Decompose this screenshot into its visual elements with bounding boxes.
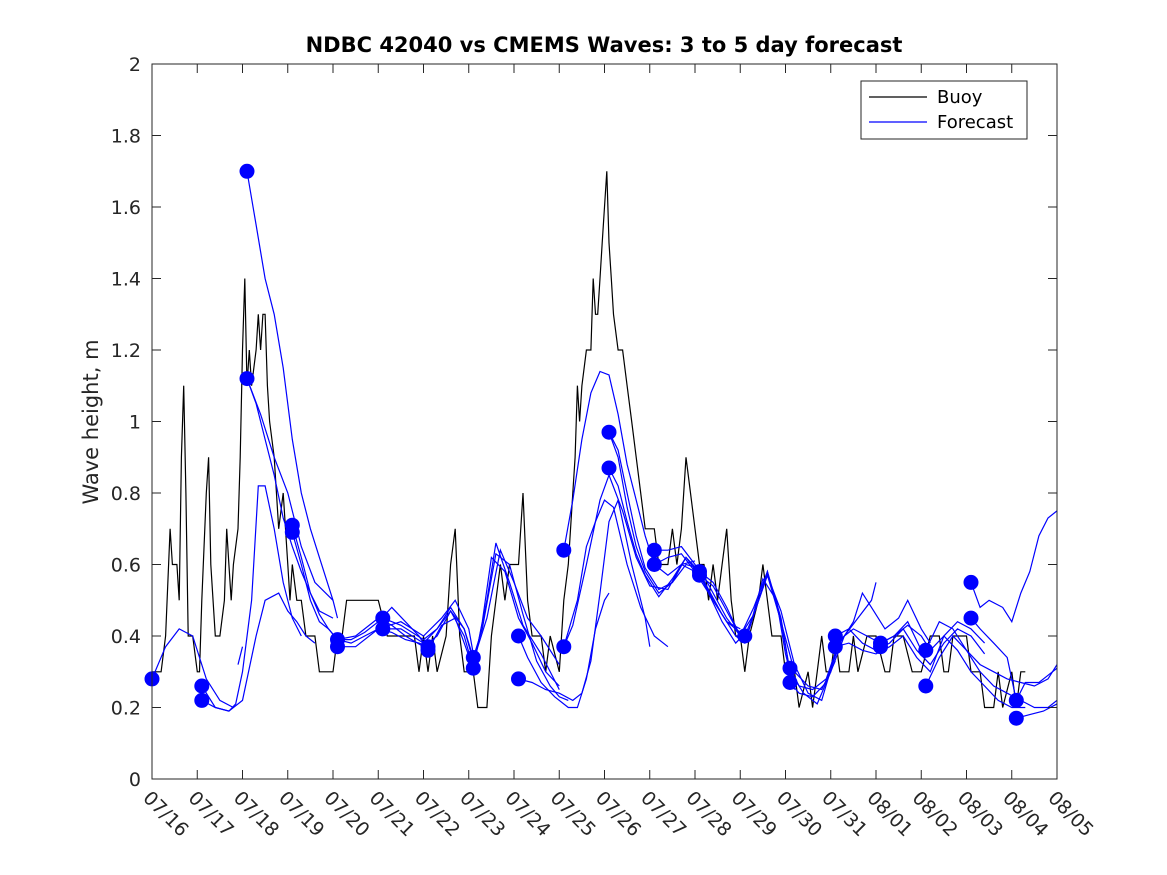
forecast-start-marker-38 bbox=[1008, 710, 1024, 726]
forecast-start-marker-18 bbox=[556, 542, 572, 558]
forecast-start-marker-27 bbox=[782, 660, 798, 676]
y-tick-label: 0.4 bbox=[111, 626, 141, 648]
forecast-series-line-35 bbox=[925, 635, 1057, 709]
forecast-series-line-1 bbox=[152, 628, 234, 709]
forecast-series-line-34 bbox=[925, 620, 1057, 687]
forecast-series-line-28 bbox=[744, 573, 877, 705]
forecast-start-marker-33 bbox=[918, 642, 934, 658]
y-tick-label: 0.6 bbox=[111, 555, 141, 577]
forecast-start-marker-20 bbox=[601, 424, 617, 440]
forecast-start-marker-4 bbox=[239, 163, 255, 179]
forecast-start-marker-15 bbox=[465, 660, 481, 676]
forecast-start-marker-9 bbox=[330, 639, 345, 655]
forecast-series-line-11 bbox=[337, 599, 474, 655]
forecast-start-marker-37 bbox=[1008, 692, 1024, 708]
forecast-start-marker-25 bbox=[692, 567, 707, 583]
forecast-start-marker-22 bbox=[646, 542, 662, 558]
forecast-series-line-27 bbox=[699, 569, 836, 691]
forecast-series-line-19 bbox=[563, 370, 696, 576]
forecast-start-marker-11 bbox=[375, 621, 391, 637]
forecast-series-line-7 bbox=[246, 378, 334, 601]
forecast-series-line-30 bbox=[789, 591, 931, 698]
forecast-series-line-23 bbox=[608, 467, 741, 633]
chart-title: NDBC 42040 vs CMEMS Waves: 3 to 5 day fo… bbox=[306, 33, 903, 57]
forecast-start-marker-36 bbox=[963, 610, 979, 626]
legend-label-buoy: Buoy bbox=[937, 87, 983, 108]
forecast-series-line-9 bbox=[291, 532, 429, 651]
forecast-series-line-33 bbox=[880, 620, 1026, 709]
y-tick-label: 0.2 bbox=[111, 698, 141, 720]
forecast-start-marker-2 bbox=[194, 678, 210, 694]
forecast-series-line-32 bbox=[835, 620, 986, 673]
forecast-series-line-5 bbox=[246, 171, 339, 619]
forecast-series-line-10 bbox=[337, 609, 474, 658]
forecast-start-marker-5 bbox=[239, 371, 255, 387]
forecast-series-line-15 bbox=[472, 552, 569, 701]
y-tick-label: 2 bbox=[129, 54, 141, 76]
forecast-start-marker-17 bbox=[511, 671, 526, 687]
forecast-start-marker-3 bbox=[194, 692, 210, 708]
forecast-series-line-14 bbox=[427, 556, 560, 687]
y-tick-label: 1.4 bbox=[111, 269, 141, 291]
forecast-start-marker-7 bbox=[284, 524, 300, 540]
forecast-series-line-17 bbox=[518, 498, 651, 702]
y-tick-label: 1.6 bbox=[111, 197, 141, 219]
y-tick-label: 1 bbox=[129, 412, 141, 434]
forecast-start-marker-16 bbox=[511, 628, 526, 644]
forecast-start-marker-32 bbox=[873, 639, 888, 655]
forecast-start-marker-19 bbox=[556, 639, 572, 655]
y-axis-label: Wave height, m bbox=[79, 339, 103, 504]
forecast-series-line-31 bbox=[835, 627, 986, 666]
forecast-series-line-36 bbox=[970, 510, 1057, 624]
forecast-start-marker-21 bbox=[601, 460, 617, 476]
forecast-series-line-16 bbox=[517, 592, 610, 709]
y-tick-label: 1.8 bbox=[111, 126, 141, 148]
y-tick-label: 0.8 bbox=[111, 483, 141, 505]
forecast-start-marker-35 bbox=[963, 574, 979, 590]
legend: Buoy Forecast bbox=[860, 80, 1028, 140]
legend-label-forecast: Forecast bbox=[937, 112, 1013, 133]
forecast-start-marker-30 bbox=[827, 639, 843, 655]
forecast-series-line-18 bbox=[563, 499, 669, 648]
forecast-series-line-8 bbox=[291, 525, 429, 648]
y-tick-label: 1.2 bbox=[111, 340, 141, 362]
forecast-series-line-4 bbox=[237, 646, 244, 665]
forecast-start-marker-26 bbox=[737, 628, 753, 644]
y-tick-label: 0 bbox=[129, 769, 141, 791]
forecast-start-marker-34 bbox=[918, 678, 934, 694]
forecast-start-marker-28 bbox=[782, 675, 798, 690]
legend-box bbox=[860, 80, 1028, 140]
forecast-start-marker-23 bbox=[646, 557, 662, 572]
forecast-start-marker-13 bbox=[420, 642, 436, 658]
forecast-series-line-3 bbox=[201, 485, 302, 712]
